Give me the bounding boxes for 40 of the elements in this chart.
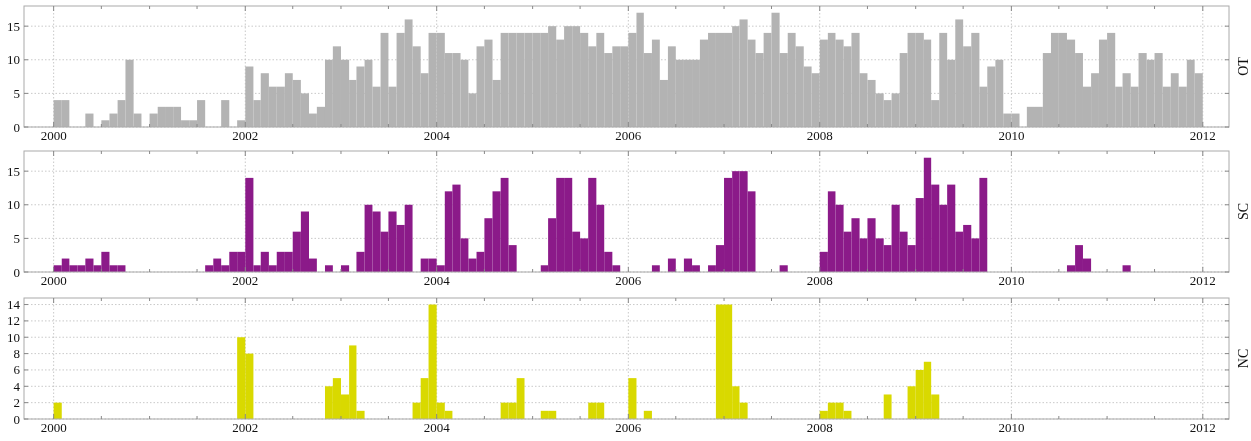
y-tick-label: 5 <box>13 230 20 246</box>
x-tick-label: 2000 <box>40 420 67 435</box>
y-tick-label: 15 <box>7 18 20 34</box>
y-tick-label: 10 <box>7 197 20 213</box>
y-tick-label: 0 <box>13 411 20 427</box>
x-tick-label: 2002 <box>232 273 259 288</box>
y-tick-label: 6 <box>13 362 21 378</box>
y-tick-label: 10 <box>7 329 20 345</box>
x-tick-label: 2006 <box>615 273 642 288</box>
x-tick-label: 2012 <box>1189 273 1216 288</box>
x-tick-label: 2008 <box>806 128 833 143</box>
x-tick-label: 2004 <box>423 128 451 143</box>
x-tick-label: 2000 <box>40 273 67 288</box>
x-tick-label: 2012 <box>1189 420 1216 435</box>
y-axis-title: OT <box>1235 56 1251 76</box>
x-tick-label: 2010 <box>998 420 1025 435</box>
y-axis-title: SC <box>1235 202 1251 221</box>
y-tick-label: 15 <box>7 163 20 179</box>
y-tick-label: 4 <box>13 378 21 394</box>
x-tick-label: 2010 <box>998 273 1025 288</box>
x-tick-label: 2008 <box>806 420 833 435</box>
x-tick-label: 2006 <box>615 128 642 143</box>
x-tick-label: 2000 <box>40 128 67 143</box>
x-tick-label: 2006 <box>615 420 642 435</box>
x-tick-label: 2010 <box>998 128 1025 143</box>
x-tick-label: 2004 <box>423 420 451 435</box>
x-tick-label: 2002 <box>232 128 259 143</box>
x-tick-label: 2004 <box>423 273 451 288</box>
y-tick-label: 5 <box>13 85 20 101</box>
y-tick-label: 8 <box>13 346 20 362</box>
y-tick-label: 0 <box>13 264 20 280</box>
x-tick-label: 2002 <box>232 420 259 435</box>
y-axis-title: NC <box>1235 348 1251 369</box>
y-tick-label: 2 <box>13 395 20 411</box>
y-tick-label: 14 <box>7 297 21 313</box>
x-tick-label: 2012 <box>1189 128 1216 143</box>
y-tick-label: 10 <box>7 52 20 68</box>
y-tick-label: 12 <box>7 313 20 329</box>
y-tick-label: 0 <box>13 119 20 135</box>
x-tick-label: 2008 <box>806 273 833 288</box>
